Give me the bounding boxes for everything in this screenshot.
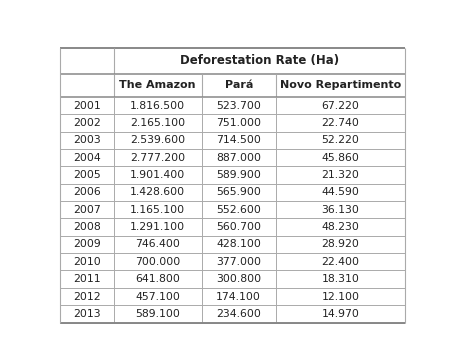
Text: 14.970: 14.970 xyxy=(321,309,360,319)
Text: 12.100: 12.100 xyxy=(321,292,360,301)
Text: 2013: 2013 xyxy=(73,309,101,319)
Text: 2002: 2002 xyxy=(73,118,101,128)
Text: 2008: 2008 xyxy=(73,222,101,232)
Text: 565.900: 565.900 xyxy=(216,187,261,197)
Text: 2.539.600: 2.539.600 xyxy=(130,135,185,145)
Text: 589.900: 589.900 xyxy=(216,170,261,180)
Text: 52.220: 52.220 xyxy=(321,135,360,145)
Text: 457.100: 457.100 xyxy=(135,292,180,301)
Text: 2.777.200: 2.777.200 xyxy=(130,153,185,163)
Text: 560.700: 560.700 xyxy=(216,222,261,232)
Text: 887.000: 887.000 xyxy=(216,153,261,163)
Text: 2.165.100: 2.165.100 xyxy=(130,118,185,128)
Text: 428.100: 428.100 xyxy=(216,240,261,249)
Text: 22.400: 22.400 xyxy=(321,257,360,267)
Text: 2001: 2001 xyxy=(73,100,101,111)
Text: Pará: Pará xyxy=(225,80,253,90)
Text: 48.230: 48.230 xyxy=(321,222,360,232)
Text: 36.130: 36.130 xyxy=(321,205,360,215)
Text: 300.800: 300.800 xyxy=(216,274,261,284)
Text: 45.860: 45.860 xyxy=(321,153,360,163)
Text: 28.920: 28.920 xyxy=(321,240,360,249)
Text: 700.000: 700.000 xyxy=(135,257,180,267)
Text: 589.100: 589.100 xyxy=(135,309,180,319)
Text: The Amazon: The Amazon xyxy=(119,80,196,90)
Text: 2007: 2007 xyxy=(73,205,101,215)
Text: 1.816.500: 1.816.500 xyxy=(130,100,185,111)
Text: 1.428.600: 1.428.600 xyxy=(130,187,185,197)
Text: 751.000: 751.000 xyxy=(216,118,261,128)
Text: 67.220: 67.220 xyxy=(321,100,360,111)
Text: 746.400: 746.400 xyxy=(135,240,180,249)
Text: Deforestation Rate (Ha): Deforestation Rate (Ha) xyxy=(180,54,339,67)
Text: 2011: 2011 xyxy=(73,274,101,284)
Text: 1.901.400: 1.901.400 xyxy=(130,170,185,180)
Text: 523.700: 523.700 xyxy=(216,100,261,111)
Text: 552.600: 552.600 xyxy=(216,205,261,215)
Text: Novo Repartimento: Novo Repartimento xyxy=(280,80,401,90)
Text: 2003: 2003 xyxy=(73,135,101,145)
Text: 2006: 2006 xyxy=(73,187,101,197)
Text: 641.800: 641.800 xyxy=(135,274,180,284)
Text: 1.165.100: 1.165.100 xyxy=(130,205,185,215)
Text: 377.000: 377.000 xyxy=(216,257,261,267)
Text: 714.500: 714.500 xyxy=(216,135,261,145)
Text: 22.740: 22.740 xyxy=(321,118,360,128)
Text: 44.590: 44.590 xyxy=(321,187,360,197)
Text: 234.600: 234.600 xyxy=(216,309,261,319)
Text: 21.320: 21.320 xyxy=(321,170,360,180)
Text: 2009: 2009 xyxy=(73,240,101,249)
Text: 2012: 2012 xyxy=(73,292,101,301)
Text: 2010: 2010 xyxy=(73,257,101,267)
Text: 18.310: 18.310 xyxy=(321,274,360,284)
Text: 1.291.100: 1.291.100 xyxy=(130,222,185,232)
Text: 2005: 2005 xyxy=(73,170,101,180)
Text: 174.100: 174.100 xyxy=(216,292,261,301)
Text: 2004: 2004 xyxy=(73,153,101,163)
